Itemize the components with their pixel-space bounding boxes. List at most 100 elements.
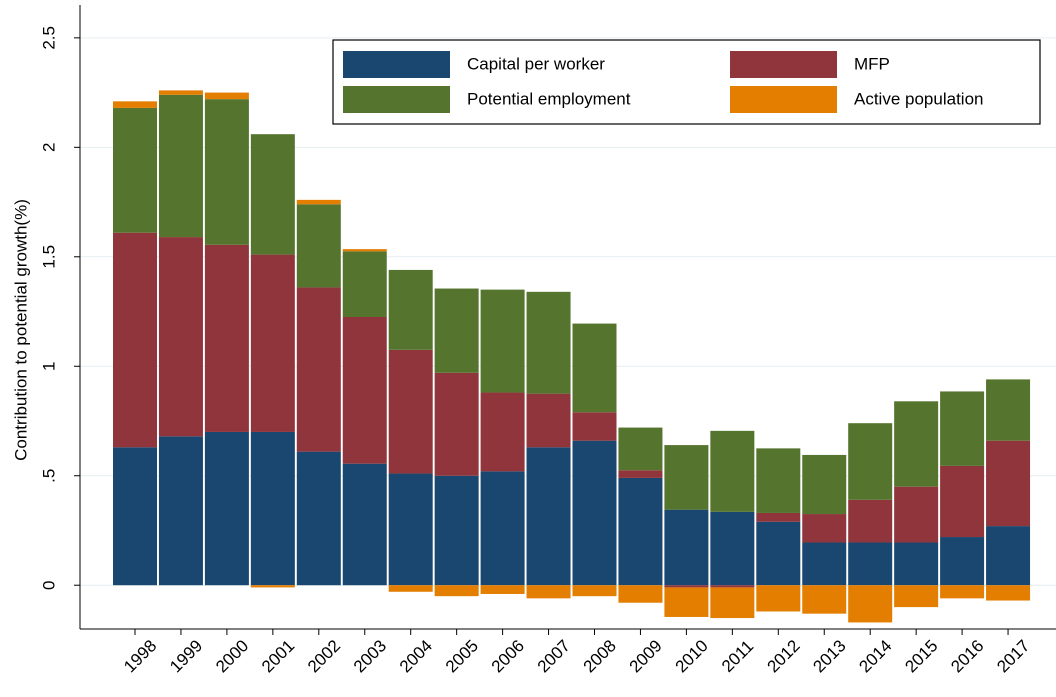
bar-segment xyxy=(710,511,755,586)
x-tick-label: 1998 xyxy=(120,636,160,676)
y-tick-label: 2.5 xyxy=(39,26,58,50)
bar-segment xyxy=(756,521,801,586)
bar-segment xyxy=(526,447,571,586)
bar-segment xyxy=(802,585,847,614)
y-tick-label: 2 xyxy=(39,143,58,152)
bar-segment xyxy=(113,101,157,108)
y-tick-label: .5 xyxy=(39,469,58,483)
bar-segment xyxy=(986,440,1031,527)
legend-swatch xyxy=(730,51,837,78)
legend-swatch xyxy=(730,86,837,113)
bar-segment xyxy=(894,585,939,608)
bar-segment xyxy=(572,323,617,413)
x-tick-label: 2017 xyxy=(993,636,1033,676)
bar-segment xyxy=(434,475,479,586)
bar-segment xyxy=(664,587,709,617)
bar-segment xyxy=(618,477,663,586)
bar-segment xyxy=(618,470,663,478)
bar-segment xyxy=(113,232,157,448)
bar-segment xyxy=(250,585,295,588)
bar-segment xyxy=(480,585,525,594)
x-tick-label: 2008 xyxy=(580,636,620,676)
y-tick-label: 1.5 xyxy=(39,245,58,269)
x-tick-label: 2000 xyxy=(212,636,252,676)
x-tick-label: 2006 xyxy=(488,636,528,676)
bar-segment xyxy=(388,269,433,350)
legend-box xyxy=(332,39,1041,125)
bar-segment xyxy=(158,436,203,586)
bar-segment xyxy=(664,585,709,588)
bar-segment xyxy=(756,448,801,513)
bar-segment xyxy=(296,287,341,452)
legend-swatch xyxy=(343,86,450,113)
bar-segment xyxy=(204,431,249,586)
y-tick-label: 0 xyxy=(39,580,58,589)
bar-segment xyxy=(986,379,1031,441)
x-tick-label: 2009 xyxy=(626,636,666,676)
bar-segment xyxy=(158,237,203,437)
x-tick-label: 2002 xyxy=(304,636,344,676)
bar-segment xyxy=(113,107,157,233)
x-tick-label: 2005 xyxy=(442,636,482,676)
bar-segment xyxy=(848,585,893,623)
bar-segment xyxy=(388,473,433,586)
bar-segment xyxy=(204,244,249,432)
bar-segment xyxy=(710,587,755,619)
bar-segment xyxy=(848,499,893,543)
bar-segment xyxy=(342,251,387,317)
bar-segment xyxy=(894,542,939,586)
bar-segment xyxy=(572,440,617,586)
bar-segment xyxy=(756,512,801,522)
bar-segment xyxy=(480,471,525,586)
bar-segment xyxy=(664,509,709,586)
bar-segment xyxy=(940,585,985,599)
y-axis-label: Contribution to potential growth(%) xyxy=(11,199,30,461)
bar-segment xyxy=(113,447,157,586)
x-tick-label: 2003 xyxy=(350,636,390,676)
bar-segment xyxy=(710,430,755,512)
bar-segment xyxy=(158,94,203,238)
x-tick-label: 2013 xyxy=(809,636,849,676)
bar-segment xyxy=(296,199,341,205)
bar-segment xyxy=(894,486,939,543)
bar-segment xyxy=(480,289,525,393)
x-tick-label: 2016 xyxy=(947,636,987,676)
bar-segment xyxy=(986,526,1031,586)
bar-segment xyxy=(664,445,709,510)
bar-segment xyxy=(802,542,847,586)
bar-segment xyxy=(848,423,893,500)
bar-segment xyxy=(204,99,249,245)
bar-segment xyxy=(296,204,341,288)
x-tick-label: 2004 xyxy=(396,636,436,676)
bar-segment xyxy=(388,349,433,474)
bar-segment xyxy=(296,451,341,586)
bar-segment xyxy=(526,585,571,599)
bar-segment xyxy=(480,392,525,472)
x-tick-label: 2010 xyxy=(672,636,712,676)
bar-segment xyxy=(250,254,295,432)
x-tick-label: 2014 xyxy=(855,636,895,676)
x-tick-label: 2015 xyxy=(901,636,941,676)
bar-segment xyxy=(848,542,893,586)
bar-segment xyxy=(158,90,203,95)
bar-segment xyxy=(388,585,433,592)
bar-segment xyxy=(710,585,755,588)
bar-segment xyxy=(342,317,387,464)
bar-segment xyxy=(940,391,985,466)
bar-segment xyxy=(940,537,985,586)
legend-label: Active population xyxy=(854,89,983,108)
legend-label: Capital per worker xyxy=(467,54,605,73)
bar-segment xyxy=(434,585,479,597)
bar-segment xyxy=(250,431,295,586)
legend-swatch xyxy=(343,51,450,78)
bar-segment xyxy=(618,585,663,603)
legend-label: MFP xyxy=(854,54,890,73)
bar-segment xyxy=(526,291,571,394)
bar-segment xyxy=(342,463,387,586)
bar-segment xyxy=(204,92,249,100)
bar-segment xyxy=(434,288,479,373)
x-tick-label: 2011 xyxy=(718,637,757,676)
x-tick-label: 2001 xyxy=(258,636,298,676)
bar-segment xyxy=(342,249,387,252)
